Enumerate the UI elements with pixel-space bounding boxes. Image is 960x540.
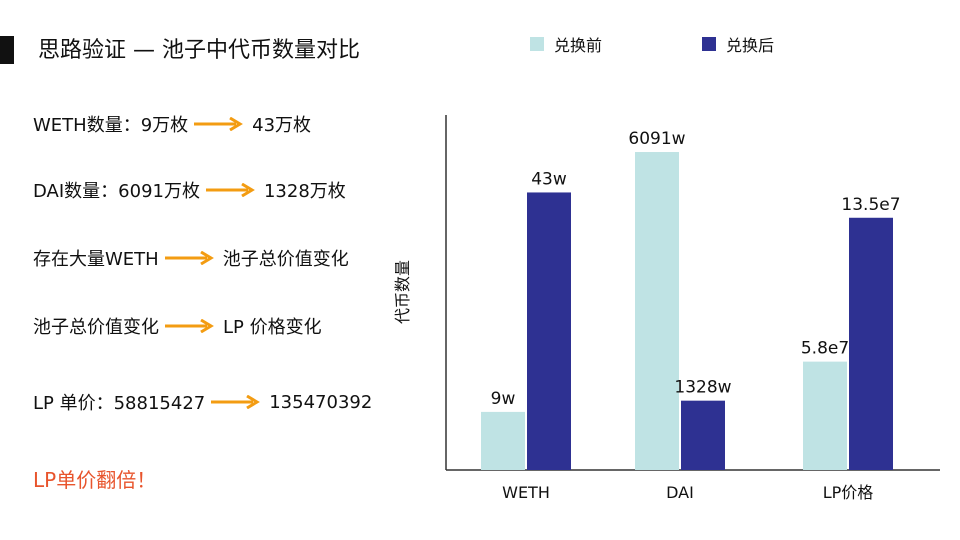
row-weth-amount: WETH数量：9万枚 43万枚 xyxy=(33,110,311,138)
legend-item-before: 兑换前 xyxy=(530,32,602,56)
y-axis-label: 代币数量 xyxy=(393,260,412,324)
row-lp-price: LP 单价：58815427 135470392 xyxy=(33,388,372,416)
row-left-text: 存在大量WETH xyxy=(33,249,159,270)
bar-LP价格-1 xyxy=(849,217,893,470)
row-right-text: LP 价格变化 xyxy=(223,317,322,338)
row-left-text: LP 单价：58815427 xyxy=(33,393,206,414)
bar-WETH-0 xyxy=(481,411,525,470)
bar-LP价格-0 xyxy=(803,361,847,470)
arrow-right-icon xyxy=(164,251,217,265)
title-accent-bar xyxy=(0,36,14,64)
data-label: 6091w xyxy=(628,129,685,149)
arrow-right-icon xyxy=(194,117,246,131)
data-label: 1328w xyxy=(674,378,731,398)
x-tick-label: DAI xyxy=(666,483,694,502)
row-pool-effect: 池子总价值变化 LP 价格变化 xyxy=(33,312,322,340)
conclusion-text: LP单价翻倍！ xyxy=(33,468,157,492)
row-left-text: WETH数量：9万枚 xyxy=(33,115,189,136)
row-left-text: DAI数量：6091万枚 xyxy=(33,181,200,202)
chart-legend: 兑换前 兑换后 xyxy=(530,32,774,56)
legend-swatch-before xyxy=(530,37,544,51)
legend-label-before: 兑换前 xyxy=(554,36,603,55)
data-label: 5.8e7 xyxy=(801,339,849,359)
legend-swatch-after xyxy=(702,37,717,51)
data-label: 43w xyxy=(531,169,567,189)
arrow-right-icon xyxy=(205,183,258,197)
row-dai-amount: DAI数量：6091万枚 1328万枚 xyxy=(33,176,346,204)
bar-WETH-1 xyxy=(527,192,571,471)
data-label: 9w xyxy=(491,389,516,409)
row-left-text: 池子总价值变化 xyxy=(33,317,159,338)
row-right-text: 1328万枚 xyxy=(263,181,346,202)
row-right-text: 池子总价值变化 xyxy=(222,249,349,270)
row-weth-effect: 存在大量WETH 池子总价值变化 xyxy=(33,244,349,272)
legend-label-after: 兑换后 xyxy=(726,36,775,55)
x-tick-label: LP价格 xyxy=(823,483,874,502)
arrow-right-icon xyxy=(165,319,217,333)
x-tick-label: WETH xyxy=(502,483,550,502)
page-title: 思路验证 — 池子中代币数量对比 xyxy=(38,38,360,63)
row-right-text: 135470392 xyxy=(269,391,373,413)
arrow-right-icon xyxy=(211,395,263,409)
data-label: 13.5e7 xyxy=(841,195,900,215)
bar-DAI-1 xyxy=(681,400,725,470)
bar-DAI-0 xyxy=(635,152,679,470)
legend-item-after: 兑换后 xyxy=(702,32,774,56)
row-right-text: 43万枚 xyxy=(252,115,312,136)
